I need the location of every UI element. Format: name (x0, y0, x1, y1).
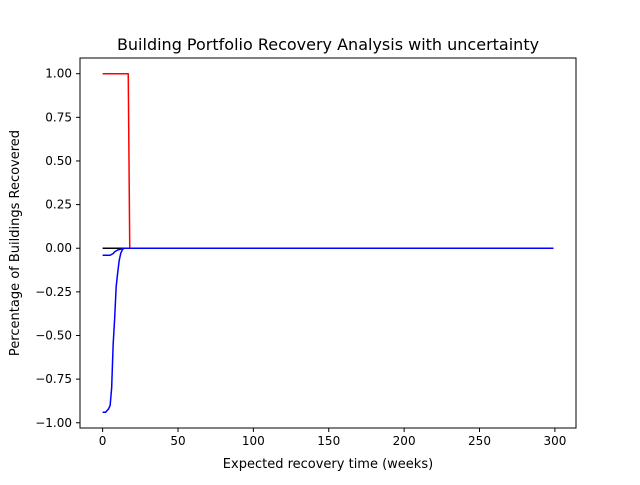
series-line-3 (102, 247, 554, 256)
y-tick-label: 0.50 (45, 154, 72, 168)
x-tick-label: 50 (170, 434, 185, 448)
y-axis-label: Percentage of Buildings Recovered (8, 130, 23, 356)
y-tick-label: 0.25 (45, 198, 72, 212)
y-tick-label: −1.00 (35, 416, 72, 430)
x-axis-label: Expected recovery time (weeks) (223, 457, 433, 472)
y-tick-label: 0.75 (45, 110, 72, 124)
y-tick-label: 1.00 (45, 67, 72, 81)
x-tick-label: 200 (393, 434, 416, 448)
y-tick-label: −0.25 (35, 285, 72, 299)
y-tick-label: −0.50 (35, 329, 72, 343)
axes-frame (79, 57, 577, 429)
plot-area (102, 72, 554, 414)
x-tick-label: 250 (468, 434, 491, 448)
y-tick-label: −0.75 (35, 372, 72, 386)
y-tick-label: 0.00 (45, 241, 72, 255)
ticks: 0 50 100 150 200 250 300 −1.00 −0.75 −0.50 −0.25 0.… (35, 67, 566, 448)
chart-title: Building Portfolio Recovery Analysis wit… (117, 35, 539, 54)
x-tick-label: 100 (242, 434, 265, 448)
x-tick-label: 300 (543, 434, 566, 448)
x-tick-label: 0 (99, 434, 107, 448)
x-tick-label: 150 (317, 434, 340, 448)
